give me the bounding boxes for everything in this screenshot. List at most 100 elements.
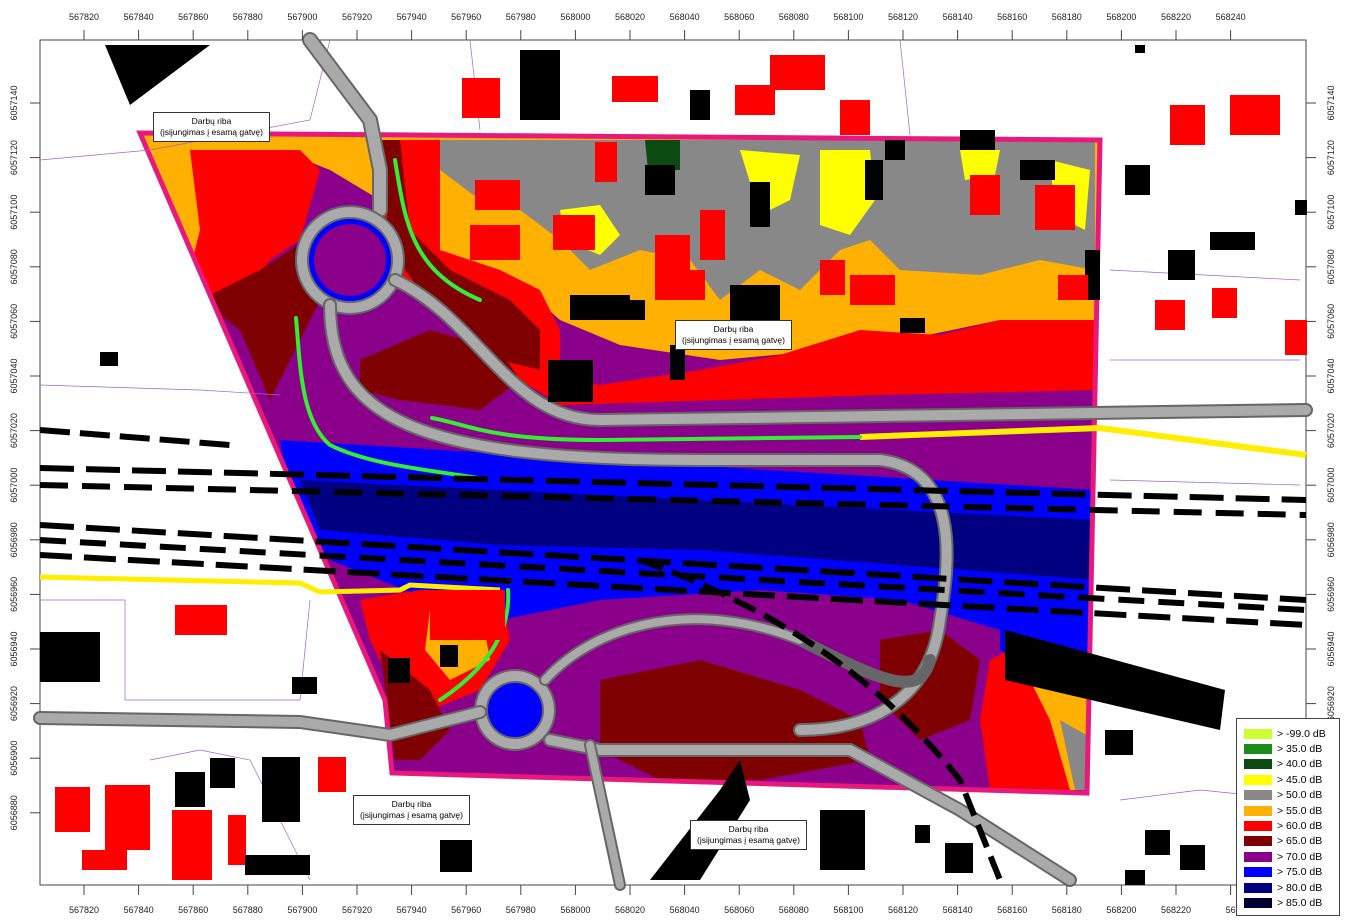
y-tick-label: 6056980 xyxy=(1326,522,1336,557)
y-tick-label: 6056940 xyxy=(9,631,19,666)
legend-label: > 35.0 dB xyxy=(1277,743,1323,756)
legend-swatch xyxy=(1244,744,1272,755)
y-tick-label: 6057000 xyxy=(1326,468,1336,503)
x-tick-label: 568100 xyxy=(833,905,863,915)
legend-item: > 60.0 dB xyxy=(1244,818,1339,833)
y-tick-label: 6057060 xyxy=(9,304,19,339)
x-tick-label: 568080 xyxy=(779,12,809,22)
x-tick-label: 568140 xyxy=(943,905,973,915)
legend-swatch xyxy=(1244,790,1272,801)
x-tick-label: 567900 xyxy=(287,12,317,22)
legend-swatch xyxy=(1244,836,1272,847)
y-tick-label: 6057140 xyxy=(9,85,19,120)
x-tick-label: 568060 xyxy=(724,905,754,915)
green-barriers xyxy=(294,158,862,702)
legend-label: > -99.0 dB xyxy=(1277,727,1326,740)
x-tick-label: 567980 xyxy=(506,905,536,915)
y-tick-label: 6057120 xyxy=(9,140,19,175)
legend-label: > 55.0 dB xyxy=(1277,804,1323,817)
y-tick-label: 6057100 xyxy=(1326,195,1336,230)
y-tick-label: 6057040 xyxy=(1326,358,1336,393)
x-axis-ticks-top: 567820 567840 567860 567880 567900 567920 5679… xyxy=(69,12,1246,40)
x-tick-label: 568120 xyxy=(888,12,918,22)
x-tick-label: 568020 xyxy=(615,905,645,915)
x-tick-label: 567920 xyxy=(342,12,372,22)
legend-label: > 85.0 dB xyxy=(1277,896,1323,909)
legend-label: > 65.0 dB xyxy=(1277,835,1323,848)
callout-title: Darbų riba xyxy=(713,324,754,334)
callout-subtitle: (įsijungimas į esamą gatvę) xyxy=(160,127,263,137)
x-tick-label: 568200 xyxy=(1106,905,1136,915)
callout-title: Darbų riba xyxy=(391,799,432,809)
x-tick-label: 568140 xyxy=(943,12,973,22)
legend-item: > 45.0 dB xyxy=(1244,772,1339,787)
legend-label: > 70.0 dB xyxy=(1277,850,1323,863)
x-tick-label: 568080 xyxy=(779,905,809,915)
x-tick-label: 567940 xyxy=(397,12,427,22)
y-tick-label: 6056920 xyxy=(1326,686,1336,721)
x-tick-label: 568100 xyxy=(833,12,863,22)
x-tick-label: 568240 xyxy=(1216,12,1246,22)
callout-center: Darbų riba (įsijungimas į esamą gatvę) xyxy=(675,320,792,350)
y-tick-label: 6056960 xyxy=(1326,577,1336,612)
y-tick-label: 6056900 xyxy=(9,741,19,776)
noise-legend: > -99.0 dB > 35.0 dB > 40.0 dB > 45.0 dB > 5… xyxy=(1236,718,1340,916)
legend-swatch xyxy=(1244,821,1272,832)
legend-swatch xyxy=(1244,851,1272,862)
legend-swatch xyxy=(1244,728,1272,739)
legend-item: > 85.0 dB xyxy=(1244,895,1339,910)
legend-label: > 45.0 dB xyxy=(1277,773,1323,786)
yellow-roads xyxy=(39,424,1307,595)
x-tick-label: 568180 xyxy=(1052,905,1082,915)
legend-swatch xyxy=(1244,897,1272,908)
legend-item: > 80.0 dB xyxy=(1244,880,1339,895)
y-tick-label: 6056880 xyxy=(9,795,19,830)
x-tick-label: 567860 xyxy=(178,12,208,22)
x-tick-label: 567880 xyxy=(233,905,263,915)
legend-swatch xyxy=(1244,774,1272,785)
x-tick-label: 568200 xyxy=(1106,12,1136,22)
legend-swatch xyxy=(1244,882,1272,893)
y-tick-label: 6057140 xyxy=(1326,85,1336,120)
legend-item: > 65.0 dB xyxy=(1244,834,1339,849)
legend-item: > 35.0 dB xyxy=(1244,741,1339,756)
road-network xyxy=(33,32,1313,891)
legend-label: > 40.0 dB xyxy=(1277,758,1323,771)
callout-top-left: Darbų riba (įsijungimas į esamą gatvę) xyxy=(153,112,270,142)
y-tick-label: 6057060 xyxy=(1326,304,1336,339)
legend-swatch xyxy=(1244,805,1272,816)
callout-subtitle: (įsijungimas į esamą gatvę) xyxy=(360,810,463,820)
legend-item: > 75.0 dB xyxy=(1244,865,1339,880)
x-tick-label: 567880 xyxy=(233,12,263,22)
legend-label: > 80.0 dB xyxy=(1277,881,1323,894)
x-tick-label: 568000 xyxy=(560,12,590,22)
x-tick-label: 567840 xyxy=(124,905,154,915)
x-tick-label: 567840 xyxy=(124,12,154,22)
x-tick-label: 568160 xyxy=(997,905,1027,915)
callout-bottom-left: Darbų riba (įsijungimas į esamą gatvę) xyxy=(353,795,470,825)
x-tick-label: 568040 xyxy=(670,12,700,22)
x-tick-label: 567960 xyxy=(451,905,481,915)
legend-label: > 60.0 dB xyxy=(1277,820,1323,833)
legend-item: > -99.0 dB xyxy=(1244,726,1339,741)
legend-label: > 75.0 dB xyxy=(1277,866,1323,879)
x-tick-label: 567900 xyxy=(287,905,317,915)
y-tick-label: 6056940 xyxy=(1326,631,1336,666)
x-tick-label: 567860 xyxy=(178,905,208,915)
y-axis-ticks-left: 6057140 6057120 6057100 6057080 6057060 60570… xyxy=(9,85,40,830)
y-tick-label: 6057020 xyxy=(1326,413,1336,448)
x-tick-label: 567820 xyxy=(69,905,99,915)
x-tick-label: 567920 xyxy=(342,905,372,915)
legend-swatch xyxy=(1244,867,1272,878)
callout-subtitle: (įsijungimas į esamą gatvę) xyxy=(697,835,800,845)
x-tick-label: 567980 xyxy=(506,12,536,22)
y-tick-label: 6057040 xyxy=(9,358,19,393)
x-tick-label: 568040 xyxy=(670,905,700,915)
y-tick-label: 6057020 xyxy=(9,413,19,448)
railway-tracks xyxy=(39,427,1307,882)
x-tick-label: 568160 xyxy=(997,12,1027,22)
x-tick-label: 568220 xyxy=(1161,12,1191,22)
x-tick-label: 567940 xyxy=(397,905,427,915)
legend-swatch xyxy=(1244,759,1272,770)
